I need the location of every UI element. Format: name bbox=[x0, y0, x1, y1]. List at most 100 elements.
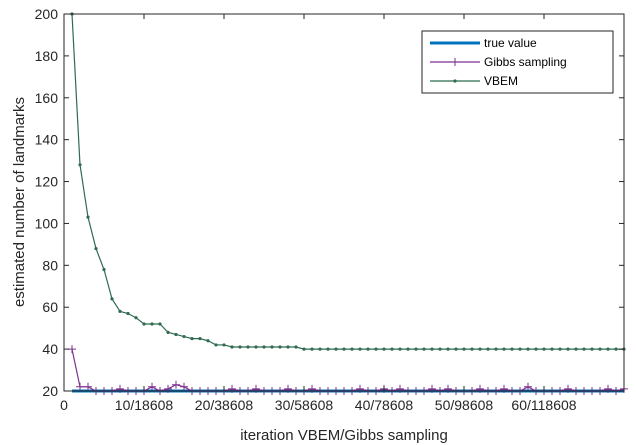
data-point bbox=[158, 322, 162, 326]
data-point bbox=[110, 297, 114, 301]
data-point bbox=[486, 347, 490, 351]
data-point bbox=[318, 347, 322, 351]
data-point bbox=[302, 347, 306, 351]
legend: true value Gibbs sampling VBEM bbox=[421, 30, 614, 94]
data-point bbox=[366, 347, 370, 351]
data-point bbox=[294, 345, 298, 349]
data-point bbox=[198, 337, 202, 341]
data-point bbox=[518, 347, 522, 351]
data-point bbox=[444, 384, 452, 393]
data-point bbox=[126, 311, 130, 316]
data-point bbox=[470, 347, 474, 351]
x-tick-label: 60/118608 bbox=[511, 397, 576, 413]
legend-entry: VBEM bbox=[430, 74, 518, 88]
data-point bbox=[190, 337, 194, 341]
data-point bbox=[142, 322, 146, 326]
data-point bbox=[438, 347, 442, 351]
data-point bbox=[334, 347, 338, 351]
y-tick-label: 120 bbox=[35, 174, 59, 190]
data-point bbox=[284, 384, 292, 393]
y-axis-label: estimated number of landmarks bbox=[11, 97, 28, 307]
data-point bbox=[454, 347, 458, 351]
x-tick-label: 20/38608 bbox=[195, 397, 254, 413]
data-point bbox=[396, 384, 404, 393]
data-point bbox=[228, 384, 236, 393]
y-tick-label: 100 bbox=[35, 215, 59, 231]
axes-layer bbox=[63, 13, 625, 392]
y-tick-label: 180 bbox=[35, 48, 59, 64]
data-point bbox=[494, 347, 498, 351]
data-point bbox=[286, 345, 290, 349]
data-point bbox=[94, 246, 98, 251]
data-point bbox=[86, 215, 90, 219]
data-point bbox=[524, 382, 532, 391]
data-point bbox=[598, 347, 602, 351]
data-point bbox=[84, 382, 92, 391]
x-tick-label: 30/58608 bbox=[275, 397, 334, 413]
x-tick-label: 10/18608 bbox=[115, 397, 174, 413]
x-axis-label: iteration VBEM/Gibbs sampling bbox=[240, 427, 448, 444]
y-tick-label: 20 bbox=[42, 383, 58, 399]
data-point bbox=[326, 347, 330, 351]
data-point bbox=[382, 347, 386, 351]
data-point bbox=[422, 347, 426, 351]
y-tick-label: 160 bbox=[35, 90, 59, 106]
data-point bbox=[148, 382, 156, 391]
data-point bbox=[428, 384, 436, 393]
data-point bbox=[78, 163, 82, 167]
data-point bbox=[118, 309, 122, 314]
data-point bbox=[164, 384, 172, 393]
y-tick-label: 80 bbox=[42, 257, 58, 273]
data-point bbox=[390, 347, 394, 351]
legend-label: true value bbox=[484, 36, 537, 50]
data-point bbox=[590, 347, 594, 351]
data-point bbox=[462, 347, 466, 351]
data-point bbox=[564, 384, 572, 393]
data-point bbox=[446, 347, 450, 351]
data-point bbox=[500, 384, 508, 393]
data-point bbox=[566, 347, 570, 351]
data-point bbox=[574, 347, 578, 351]
data-point bbox=[356, 384, 364, 393]
legend-label: Gibbs sampling bbox=[484, 55, 567, 69]
data-point bbox=[342, 347, 346, 351]
data-point bbox=[582, 347, 586, 351]
data-point bbox=[430, 347, 434, 351]
data-point bbox=[222, 343, 226, 347]
data-point bbox=[478, 347, 482, 351]
data-point bbox=[166, 330, 170, 334]
data-point bbox=[150, 322, 154, 326]
data-point bbox=[134, 316, 138, 320]
data-point bbox=[206, 339, 210, 343]
data-point bbox=[526, 347, 530, 351]
data-point bbox=[102, 267, 106, 272]
axes-box bbox=[63, 13, 625, 392]
x-tick-label: 0 bbox=[60, 397, 68, 413]
data-point bbox=[254, 345, 258, 349]
data-point bbox=[310, 347, 314, 351]
data-point bbox=[550, 347, 554, 351]
data-point bbox=[246, 345, 250, 349]
data-point bbox=[350, 347, 354, 351]
data-point bbox=[68, 345, 76, 354]
legend-marker bbox=[453, 79, 457, 83]
y-tick-label: 60 bbox=[42, 299, 58, 315]
legend-label: VBEM bbox=[484, 74, 518, 88]
data-point bbox=[174, 332, 178, 337]
data-point bbox=[358, 347, 362, 351]
data-point bbox=[604, 384, 612, 393]
x-tick-labels: 0 10/18608 20/38608 30/58608 40/78608 50/9860… bbox=[60, 397, 577, 413]
data-point bbox=[558, 347, 562, 351]
series-vbem bbox=[70, 12, 626, 351]
data-point bbox=[534, 347, 538, 351]
data-point bbox=[308, 384, 316, 393]
data-point bbox=[278, 345, 282, 349]
data-point bbox=[542, 347, 546, 351]
data-point bbox=[406, 347, 410, 351]
legend-entry: Gibbs sampling bbox=[430, 55, 567, 69]
data-point bbox=[374, 347, 378, 351]
data-point bbox=[510, 347, 514, 351]
data-point bbox=[476, 384, 484, 393]
data-point bbox=[116, 384, 124, 393]
